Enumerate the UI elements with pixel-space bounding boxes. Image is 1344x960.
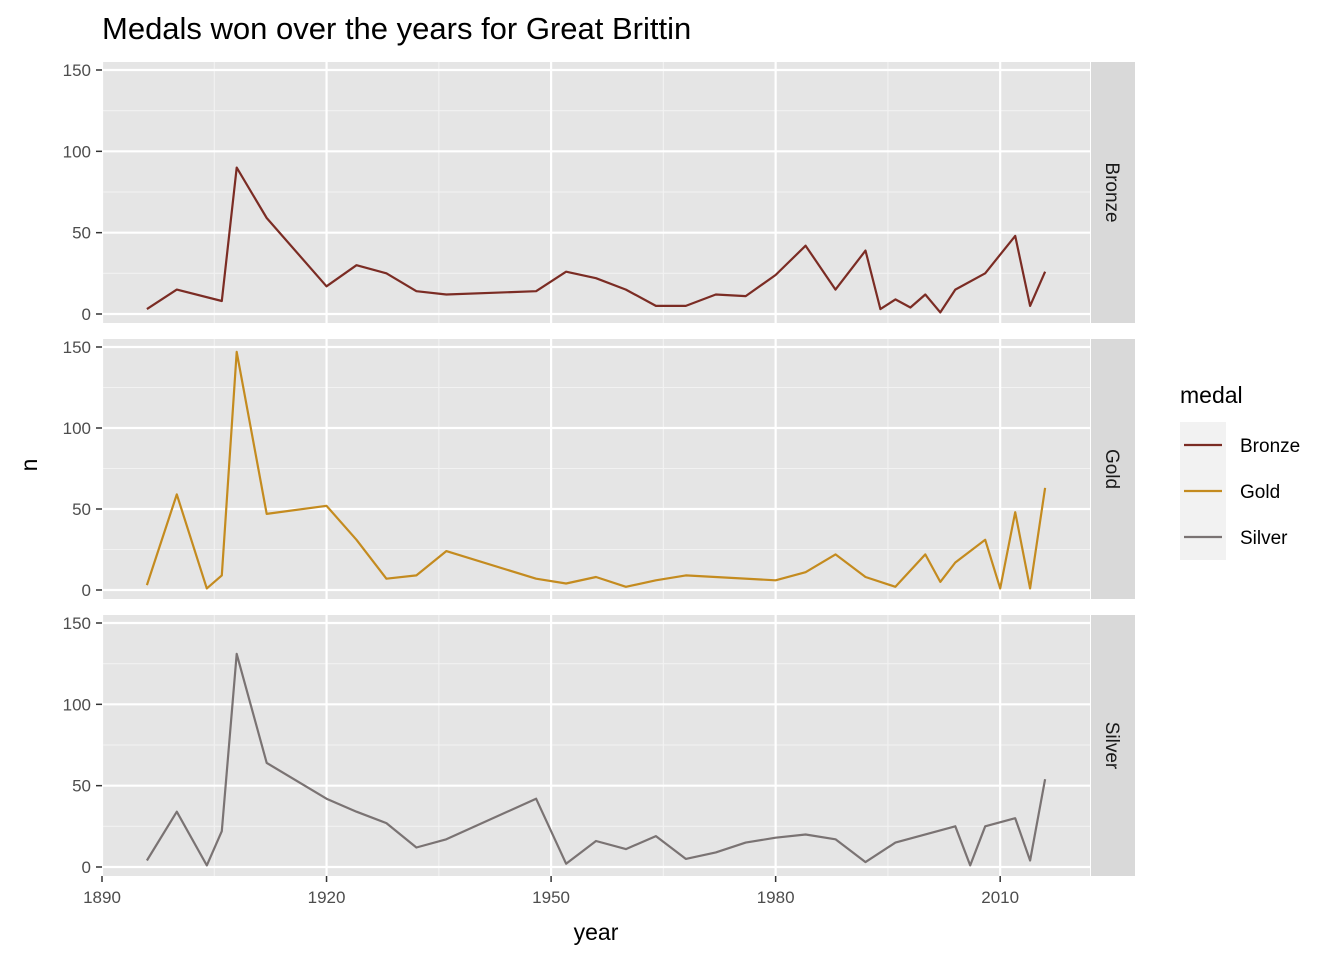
- x-tick-label: 1920: [308, 888, 346, 907]
- legend-title: medal: [1180, 382, 1243, 408]
- y-tick-label: 0: [82, 858, 91, 877]
- y-tick-label: 50: [72, 500, 91, 519]
- facet-strip-label: Silver: [1101, 722, 1122, 770]
- y-tick-label: 0: [82, 305, 91, 324]
- x-axis: 1890 1920 1950 1980 2010: [83, 876, 1019, 907]
- y-tick-label: 150: [63, 338, 91, 357]
- y-tick-label: 100: [63, 695, 91, 714]
- y-tick-label: 100: [63, 142, 91, 161]
- facet-strip-label: Bronze: [1101, 162, 1122, 222]
- legend-label: Gold: [1240, 482, 1280, 503]
- legend-label: Silver: [1240, 528, 1288, 549]
- chart-title: Medals won over the years for Great Brit…: [102, 11, 691, 46]
- facet-strip: [1091, 615, 1135, 876]
- legend-label: Bronze: [1240, 436, 1300, 457]
- x-axis-title: year: [574, 919, 619, 945]
- legend-item-gold: Gold: [1180, 468, 1280, 514]
- facet-panel-gold: 0 50 100 150 Gold: [63, 338, 1135, 600]
- facet-strip: [1091, 339, 1135, 599]
- x-tick-label: 1980: [757, 888, 795, 907]
- facet-panel-silver: 0 50 100 150 Silver: [63, 614, 1135, 877]
- series-line-bronze: [146, 166, 1047, 314]
- legend-item-silver: Silver: [1180, 514, 1288, 560]
- legend-item-bronze: Bronze: [1180, 422, 1300, 468]
- legend: medal Bronze Gold Silver: [1180, 382, 1300, 560]
- facet-panels: 0 50 100 150 Bronze 0 50 100 150 Gold 0 50 100 150 Sil…: [63, 61, 1135, 877]
- series-line-silver: [145, 652, 1047, 867]
- legend-items: Bronze Gold Silver: [1180, 422, 1300, 560]
- facet-strip: [1091, 62, 1135, 323]
- y-axis-title: n: [16, 459, 42, 472]
- facet-strip-label: Gold: [1101, 449, 1122, 489]
- y-tick-label: 150: [63, 614, 91, 633]
- y-tick-label: 0: [82, 581, 91, 600]
- y-tick-label: 50: [72, 777, 91, 796]
- x-tick-label: 2010: [981, 888, 1019, 907]
- facet-panel-bronze: 0 50 100 150 Bronze: [63, 61, 1135, 324]
- x-tick-label: 1890: [83, 888, 121, 907]
- series-line-gold: [145, 350, 1047, 590]
- x-tick-label: 1950: [532, 888, 570, 907]
- y-tick-label: 150: [63, 61, 91, 80]
- y-tick-label: 100: [63, 419, 91, 438]
- y-tick-label: 50: [72, 224, 91, 243]
